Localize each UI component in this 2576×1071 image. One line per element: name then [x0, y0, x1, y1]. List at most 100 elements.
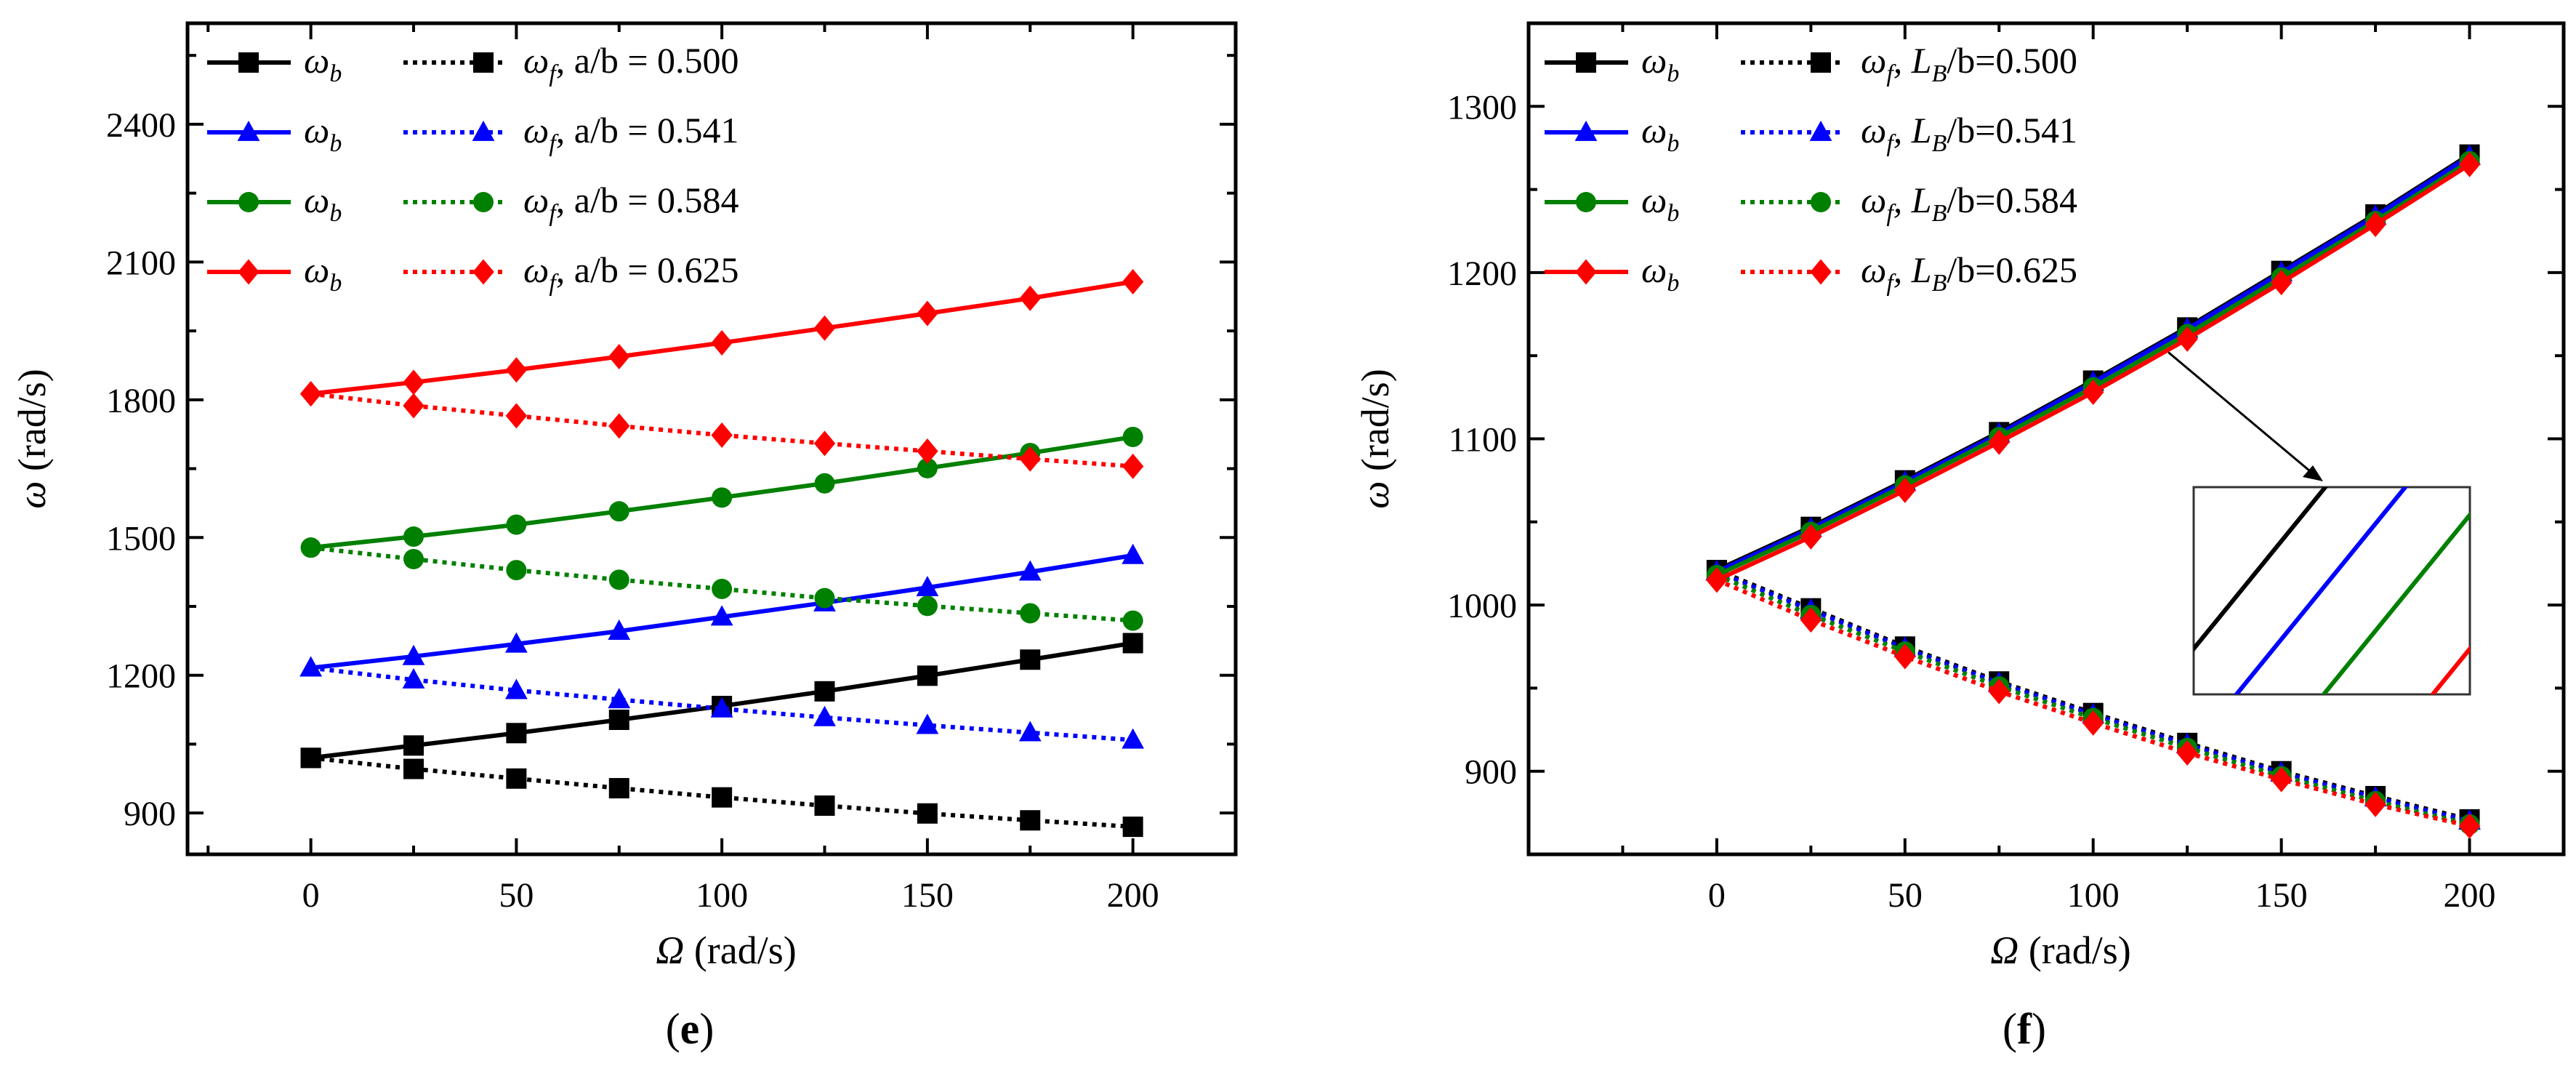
forward-point	[814, 587, 835, 609]
panel-label-open: (	[2003, 1005, 2017, 1053]
x-tick-label: 200	[2444, 876, 2496, 915]
forward-point	[916, 713, 939, 734]
forward-point	[917, 803, 938, 824]
legend-subscript: b	[1667, 60, 1679, 87]
legend-marker	[1809, 120, 1832, 141]
y-axis: 900 1200 1500 1800 2100 2400	[106, 54, 1236, 833]
series-group-1	[299, 543, 1145, 749]
backward-point	[1020, 649, 1041, 670]
forward-point	[711, 422, 733, 448]
backward-point	[608, 709, 629, 730]
forward-point	[1020, 603, 1041, 624]
legend-omega: ω	[304, 249, 329, 290]
backward-point	[2458, 151, 2481, 177]
legend-forward-label: ωf, a/b = 0.584	[523, 180, 739, 227]
legend-marker	[237, 120, 260, 141]
y-tick-label: 1300	[1447, 88, 1517, 127]
backward-point	[1018, 560, 1042, 581]
backward-point	[505, 357, 528, 383]
legend-ratio-value: /b=0.584	[1947, 180, 2077, 220]
forward-point	[712, 787, 733, 808]
inset-series-line	[2321, 511, 2470, 694]
forward-point	[1122, 453, 1144, 479]
legend-marker	[238, 192, 259, 212]
panel-label-close: )	[2032, 1005, 2046, 1053]
legend-subscript: b	[1667, 200, 1679, 227]
backward-point	[2364, 212, 2386, 238]
forward-point	[1019, 446, 1041, 472]
legend-marker	[473, 52, 494, 73]
legend-subscript: b	[1667, 130, 1679, 157]
x-tick-label: 150	[901, 876, 954, 915]
legend-subscript: b	[329, 130, 342, 157]
backward-point	[1019, 285, 1041, 311]
legend-ratio: , a/b = 0.500	[556, 40, 739, 81]
backward-point	[299, 656, 323, 677]
legend-forward-label: ωf, LB/b=0.541	[1861, 110, 2077, 157]
inset-series-line	[2234, 487, 2408, 694]
legend-backward-label: ωb	[304, 40, 342, 87]
x-axis-unit: (rad/s)	[2018, 928, 2130, 972]
backward-point	[1706, 567, 1728, 593]
x-axis: 0 50 100 150 200	[206, 23, 1237, 915]
x-tick-label: 50	[499, 876, 534, 915]
backward-point	[917, 457, 938, 478]
forward-point	[1018, 721, 1042, 742]
y-tick-label: 2100	[106, 244, 176, 282]
forward-point	[506, 560, 527, 581]
forward-point	[504, 678, 528, 699]
backward-point	[1122, 269, 1144, 295]
x-tick-label: 100	[696, 876, 748, 915]
series-group-3	[299, 269, 1144, 479]
forward-point	[506, 768, 527, 789]
legend-omega: ω	[1641, 180, 1667, 220]
forward-point	[608, 688, 631, 709]
legend-ratio: , a/b = 0.584	[556, 180, 739, 220]
forward-point	[2082, 710, 2104, 736]
legend-marker	[238, 52, 259, 73]
forward-point	[710, 697, 733, 718]
inset-arrowhead	[2303, 465, 2323, 481]
legend-omega: ω	[523, 110, 549, 151]
forward-point	[1894, 643, 1916, 670]
legend-backward-label: ωb	[1641, 249, 1679, 297]
y-tick-label: 900	[1465, 753, 1517, 792]
backward-point	[710, 605, 733, 626]
legend-forward-label: ωf, LB/b=0.500	[1861, 40, 2077, 87]
legend-ratio: , a/b = 0.625	[556, 249, 739, 290]
series-group-3	[1706, 151, 2481, 839]
inset-series-line	[2194, 487, 2328, 653]
forward-point	[403, 393, 424, 419]
y-tick-label: 1000	[1447, 587, 1517, 625]
forward-point	[712, 578, 733, 599]
legend-marker	[1575, 259, 1597, 285]
backward-point	[506, 723, 527, 744]
backward-point	[1122, 543, 1145, 564]
backward-point	[814, 473, 835, 494]
legend-omega: ω	[1641, 110, 1667, 151]
backward-point	[403, 526, 424, 547]
legend-omega: ω	[523, 40, 549, 81]
backward-point	[2176, 326, 2198, 352]
forward-point	[2270, 766, 2293, 793]
backward-point	[506, 514, 527, 535]
zoom-inset	[2168, 351, 2471, 696]
panel-label: (f)	[2003, 1005, 2046, 1053]
forward-whirl-line	[1715, 578, 2471, 829]
inset-lines	[2194, 487, 2470, 694]
y-tick-label: 1200	[106, 657, 176, 696]
forward-point	[2364, 791, 2386, 817]
backward-point	[1122, 426, 1143, 447]
backward-point	[403, 735, 424, 756]
legend-marker	[472, 120, 495, 141]
backward-point	[403, 369, 424, 396]
legend-omega: ω	[523, 180, 549, 220]
legend-ratio: , L	[1893, 40, 1932, 81]
y-tick-label: 1100	[1449, 421, 1517, 460]
legend-omega: ω	[1861, 180, 1886, 220]
inset-series-line	[2430, 645, 2470, 694]
y-axis-label: ω (rad/s)	[1353, 369, 1397, 509]
legend-backward-label: ωb	[304, 110, 342, 157]
legend-marker	[238, 259, 259, 285]
